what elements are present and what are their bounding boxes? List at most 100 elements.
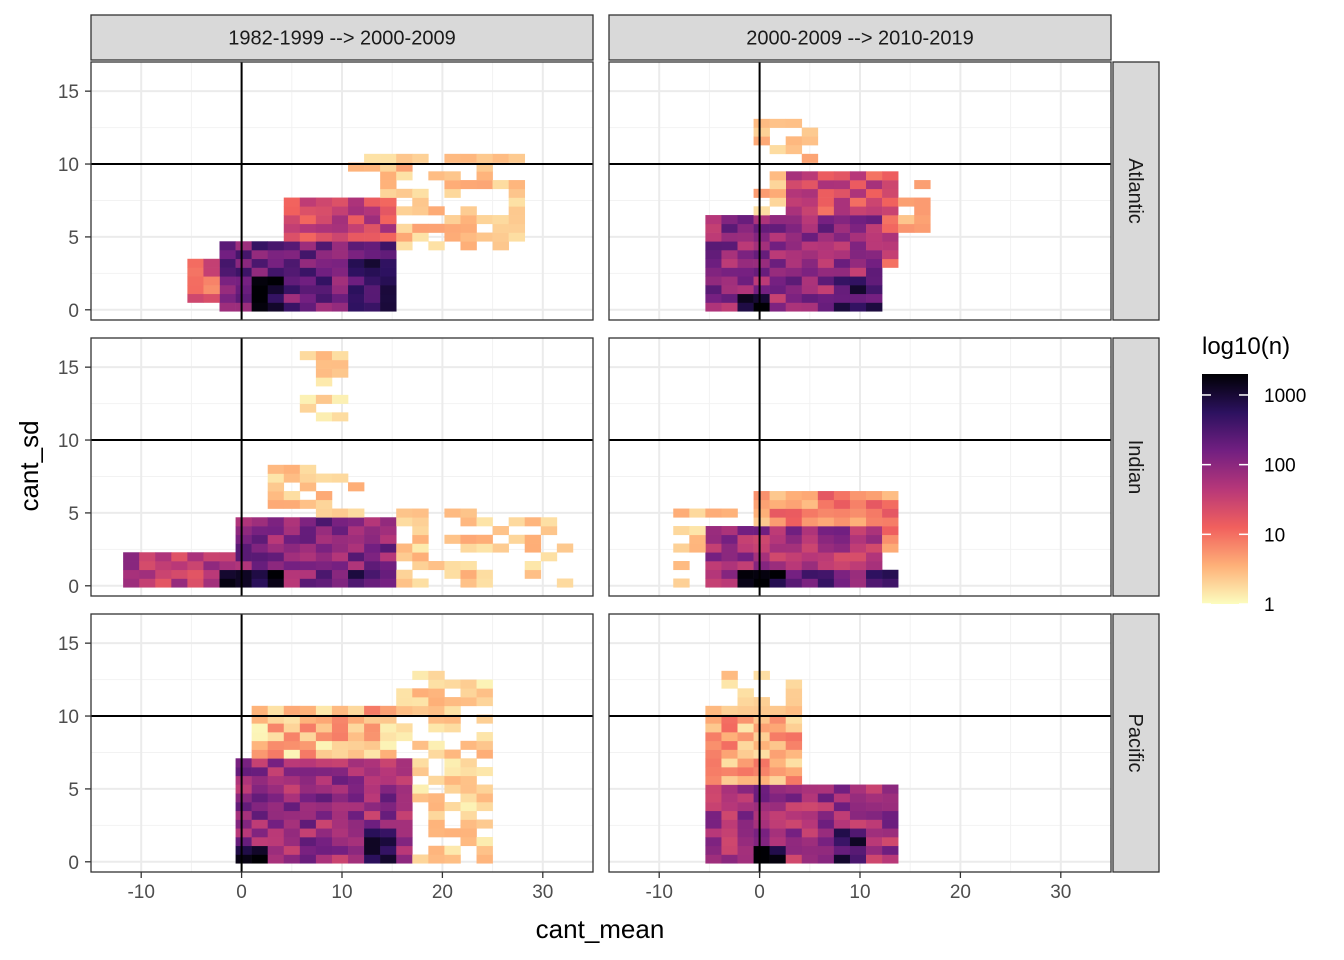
heatmap-cell bbox=[705, 828, 722, 838]
heatmap-cell bbox=[396, 188, 413, 198]
heatmap-cell bbox=[331, 758, 349, 768]
heatmap-cell bbox=[412, 561, 429, 571]
heatmap-cell bbox=[785, 250, 803, 260]
heatmap-cell bbox=[299, 705, 317, 715]
heatmap-cell bbox=[882, 526, 899, 536]
heatmap-cell bbox=[267, 810, 285, 820]
heatmap-cell bbox=[444, 784, 461, 794]
heatmap-cell bbox=[235, 517, 252, 527]
heatmap-cell bbox=[315, 767, 333, 777]
heatmap-cell bbox=[753, 819, 770, 829]
heatmap-cell bbox=[508, 188, 526, 198]
heatmap-cell bbox=[492, 526, 509, 536]
heatmap-cell bbox=[769, 758, 787, 768]
heatmap-cell bbox=[769, 561, 787, 571]
heatmap-cell bbox=[801, 552, 819, 562]
heatmap-cell bbox=[235, 810, 252, 820]
heatmap-cell bbox=[898, 197, 915, 207]
heatmap-cell bbox=[380, 578, 397, 588]
heatmap-cell bbox=[428, 561, 445, 571]
heatmap-cell bbox=[267, 482, 285, 492]
heatmap-cell bbox=[801, 810, 819, 820]
heatmap-cell bbox=[753, 845, 770, 855]
heatmap-cell bbox=[460, 215, 477, 225]
heatmap-cell bbox=[833, 171, 851, 181]
heatmap-cell bbox=[380, 552, 397, 562]
heatmap-cell bbox=[283, 740, 301, 750]
heatmap-cell bbox=[785, 561, 803, 571]
heatmap-cell bbox=[753, 578, 770, 588]
heatmap-cell bbox=[737, 784, 754, 794]
heatmap-cell bbox=[315, 854, 333, 864]
heatmap-cell bbox=[817, 802, 835, 812]
heatmap-cell bbox=[705, 258, 722, 268]
heatmap-cell bbox=[364, 775, 381, 785]
heatmap-cell bbox=[428, 206, 445, 216]
heatmap-cell bbox=[801, 508, 819, 518]
heatmap-cell bbox=[348, 543, 365, 553]
heatmap-cell bbox=[348, 258, 365, 268]
heatmap-cell bbox=[476, 569, 493, 579]
heatmap-cell bbox=[785, 578, 803, 588]
heatmap-cell bbox=[283, 723, 301, 733]
heatmap-cell bbox=[299, 845, 317, 855]
heatmap-cell bbox=[428, 705, 445, 715]
heatmap-cell bbox=[315, 758, 333, 768]
heatmap-cell bbox=[785, 705, 803, 715]
heatmap-cell bbox=[737, 697, 754, 707]
heatmap-cell bbox=[882, 569, 899, 579]
heatmap-cell bbox=[801, 534, 819, 544]
heatmap-cell bbox=[849, 543, 867, 553]
heatmap-cell bbox=[801, 845, 819, 855]
heatmap-cell bbox=[251, 543, 269, 553]
heatmap-cell bbox=[283, 206, 301, 216]
heatmap-cell bbox=[267, 491, 285, 501]
heatmap-cell bbox=[315, 359, 333, 369]
panel-border bbox=[608, 61, 1112, 321]
heatmap-cell bbox=[705, 723, 722, 733]
heatmap-cell bbox=[412, 534, 429, 544]
heatmap-cell bbox=[476, 688, 493, 698]
heatmap-cell bbox=[251, 732, 269, 742]
heatmap-cell bbox=[251, 250, 269, 260]
heatmap-cell bbox=[769, 302, 787, 312]
heatmap-cell bbox=[476, 153, 493, 163]
heatmap-cell bbox=[283, 526, 301, 536]
heatmap-cell bbox=[267, 740, 285, 750]
heatmap-cell bbox=[283, 784, 301, 794]
heatmap-cell bbox=[849, 258, 867, 268]
heatmap-cell bbox=[849, 784, 867, 794]
heatmap-cell bbox=[721, 285, 738, 295]
heatmap-cell bbox=[396, 552, 413, 562]
heatmap-cell bbox=[380, 810, 397, 820]
heatmap-cell bbox=[705, 578, 722, 588]
heatmap-cell bbox=[705, 793, 722, 803]
heatmap-cell bbox=[428, 740, 445, 750]
heatmap-cell bbox=[251, 819, 269, 829]
heatmap-cell bbox=[817, 232, 835, 242]
heatmap-cell bbox=[299, 285, 317, 295]
heatmap-cell bbox=[753, 561, 770, 571]
heatmap-cell bbox=[187, 258, 204, 268]
heatmap-cell bbox=[705, 854, 722, 864]
y-tick-label: 5 bbox=[68, 504, 79, 525]
heatmap-cell bbox=[267, 569, 285, 579]
heatmap-cell bbox=[331, 293, 349, 303]
heatmap-cell bbox=[219, 258, 236, 268]
heatmap-cell bbox=[705, 749, 722, 759]
heatmap-cell bbox=[396, 206, 413, 216]
heatmap-cell bbox=[785, 171, 803, 181]
heatmap-cell bbox=[769, 705, 787, 715]
heatmap-cell bbox=[444, 188, 461, 198]
heatmap-cell bbox=[235, 561, 252, 571]
heatmap-cell bbox=[428, 810, 445, 820]
heatmap-cell bbox=[817, 784, 835, 794]
heatmap-cell bbox=[833, 491, 851, 501]
heatmap-cell bbox=[331, 351, 349, 361]
heatmap-cell bbox=[331, 732, 349, 742]
heatmap-cell bbox=[785, 197, 803, 207]
heatmap-cell bbox=[705, 740, 722, 750]
heatmap-cell bbox=[460, 697, 477, 707]
heatmap-cell bbox=[753, 723, 770, 733]
heatmap-cell bbox=[283, 464, 301, 474]
